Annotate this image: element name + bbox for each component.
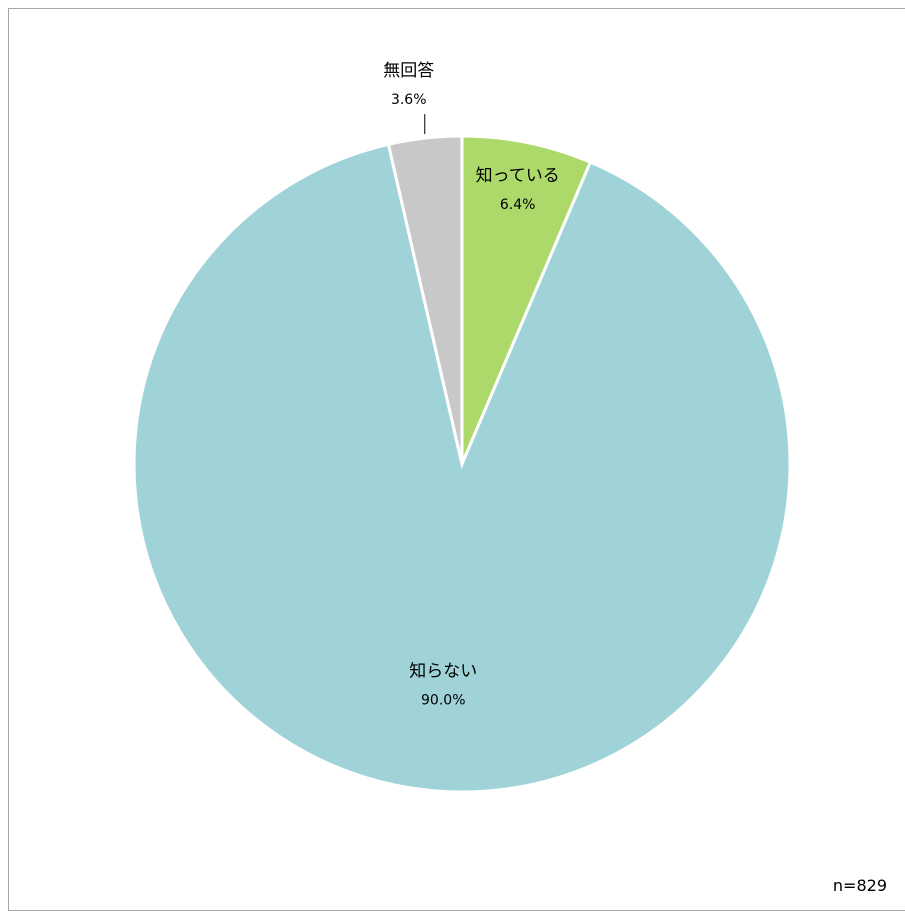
- slice-value-2: 3.6%: [391, 92, 427, 108]
- pie-slices: [132, 134, 792, 794]
- slice-label-2: 無回答: [383, 61, 434, 81]
- pie-slice-0: [460, 134, 593, 465]
- pie-slice-1: [132, 142, 792, 794]
- pie-slice-2: [386, 134, 464, 465]
- slice-value-0: 6.4%: [500, 197, 536, 213]
- sample-size-note: n=829: [832, 876, 887, 895]
- slice-label-0: 知っている: [476, 166, 560, 186]
- slice-label-1: 知らない: [409, 661, 477, 681]
- pie-labels: 知っている 6.4% 知らない 90.0% 無回答 3.6%: [383, 61, 559, 708]
- slice-value-1: 90.0%: [421, 692, 465, 708]
